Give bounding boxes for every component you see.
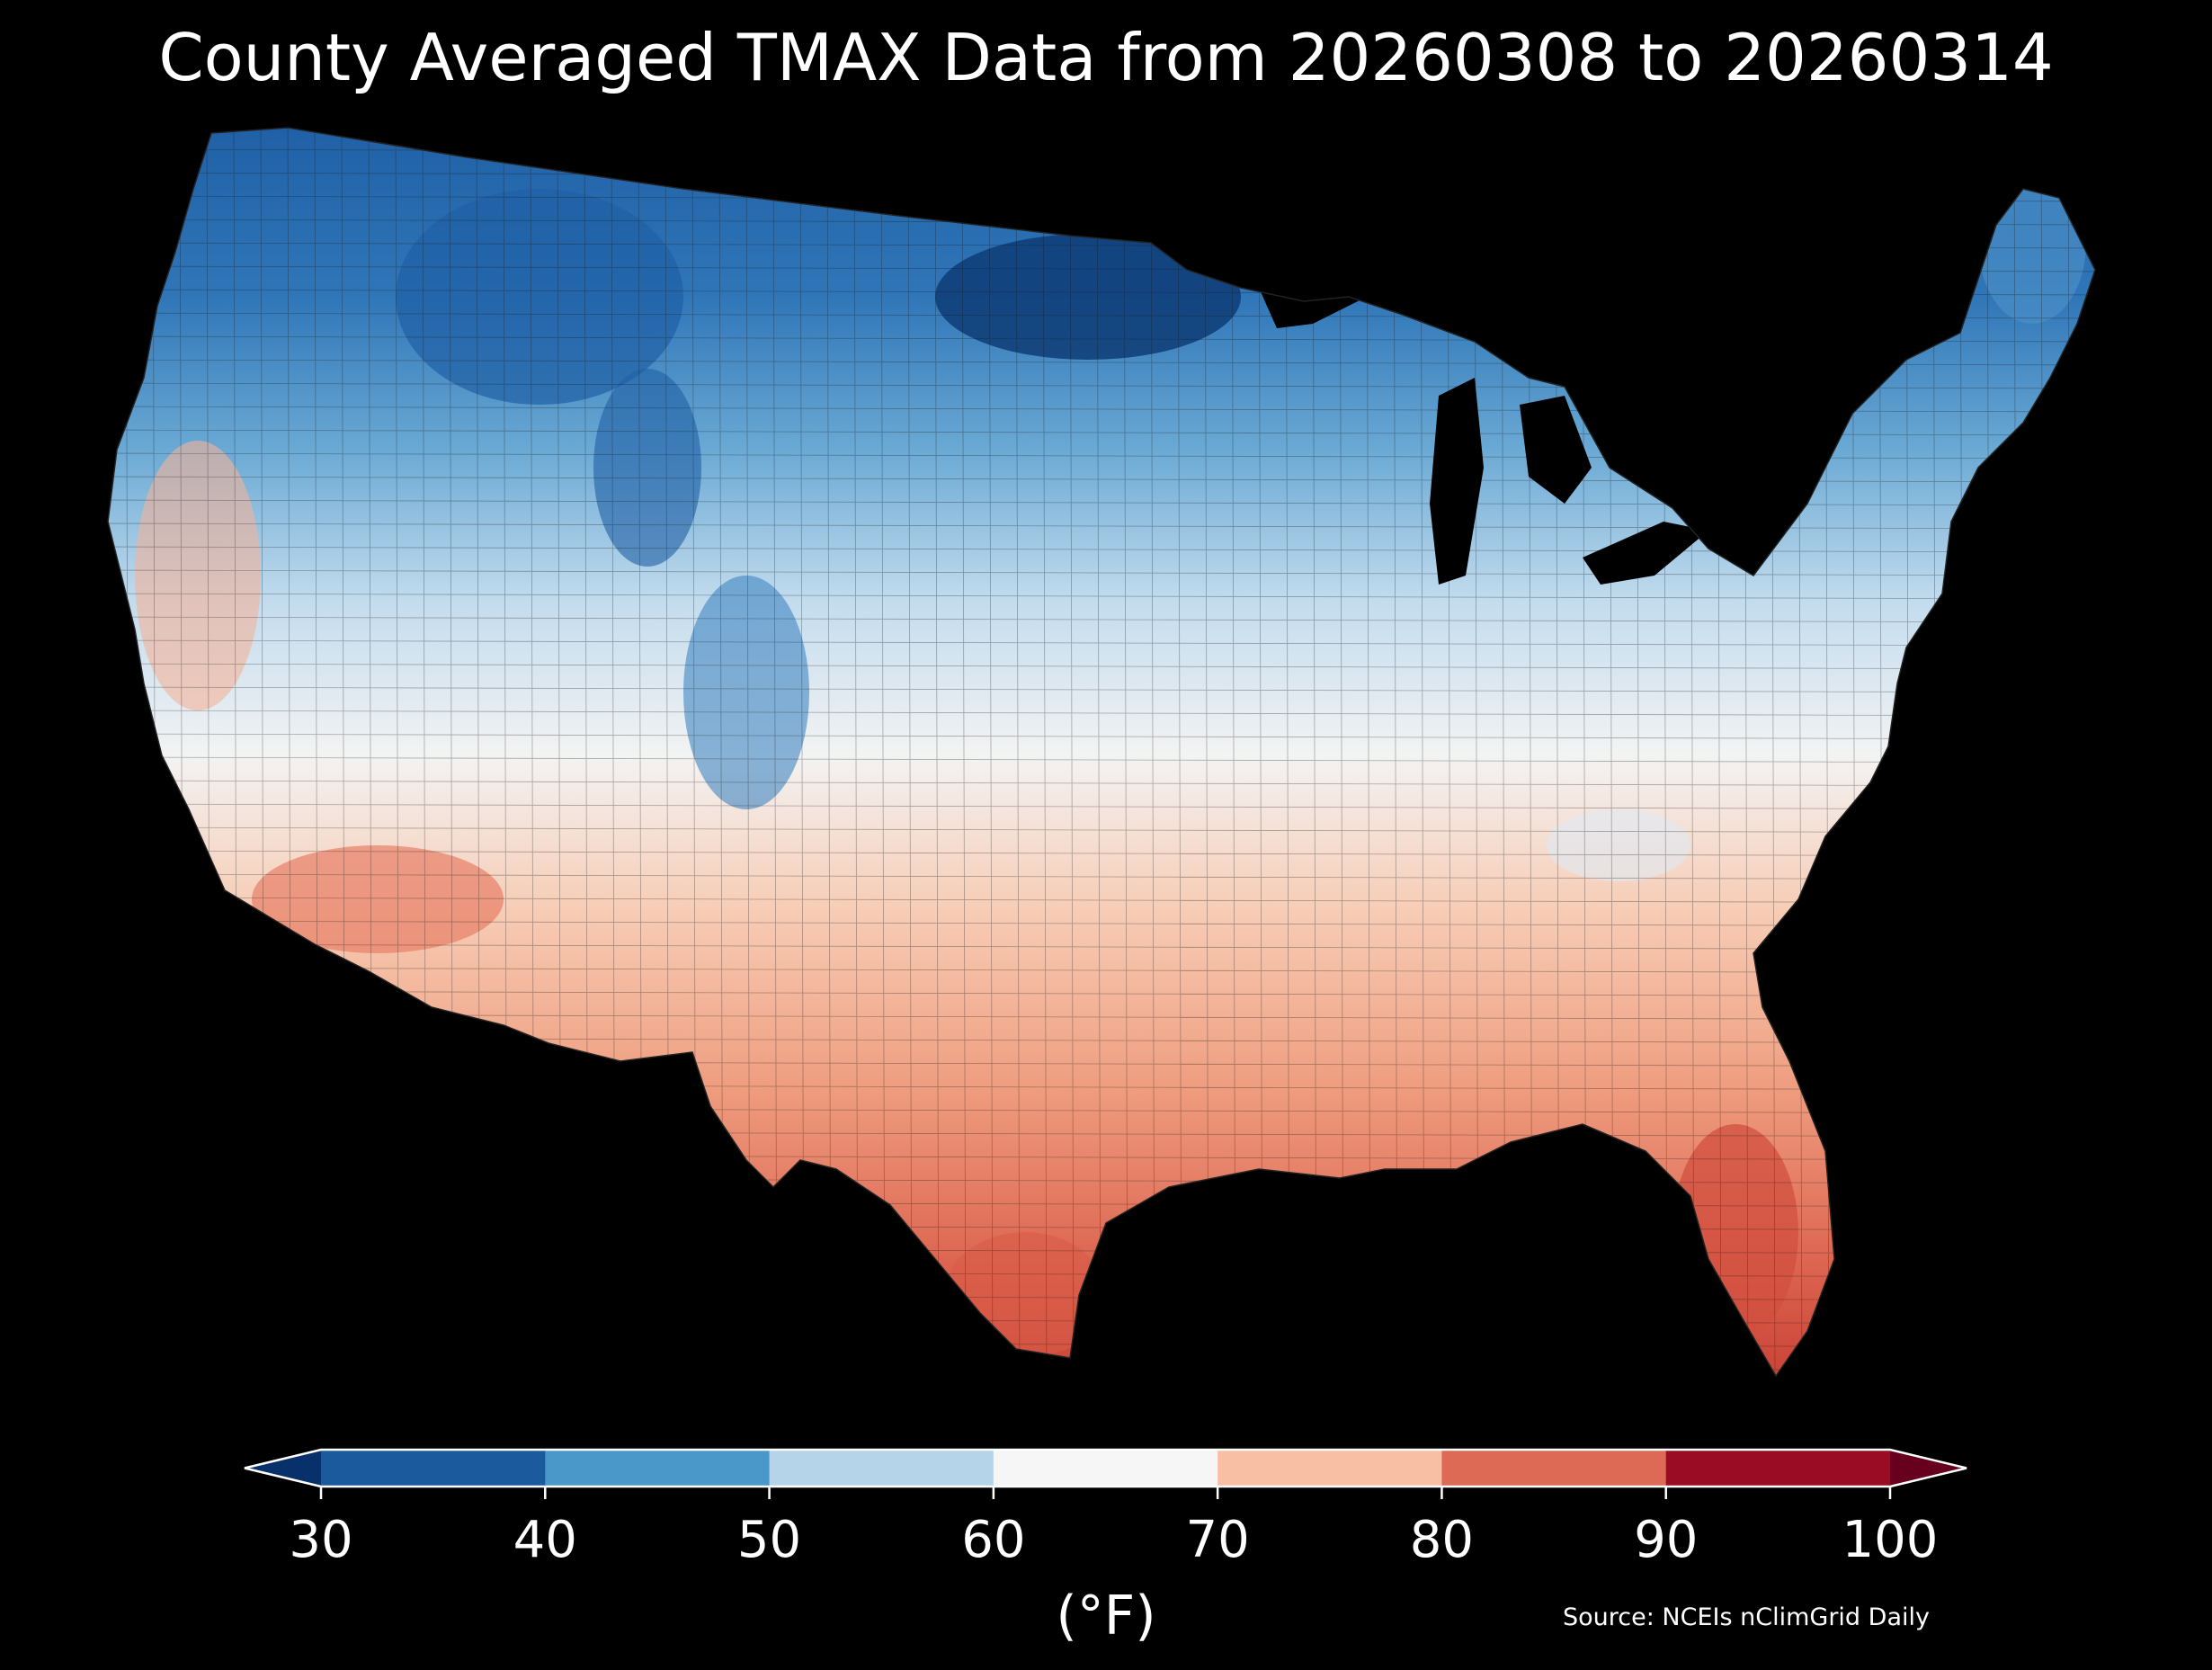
colorbar-tick-label: 30 [289, 1511, 353, 1569]
colorbar-tick-label: 80 [1409, 1511, 1475, 1569]
colorbar-bin-70-80 [1217, 1450, 1442, 1487]
colorbar-bin-60-70 [993, 1450, 1218, 1487]
colorbar-bin-40-50 [545, 1450, 771, 1487]
colorbar-tick-label: 40 [513, 1511, 577, 1569]
colorbar-tick-label: 100 [1842, 1511, 1939, 1569]
colorbar-bin-30-40 [321, 1450, 546, 1487]
colorbar-tick-label: 70 [1185, 1511, 1250, 1569]
source-note: Source: NCEIs nClimGrid Daily [1563, 1603, 1930, 1631]
great-lakes-shape [1259, 274, 1708, 585]
map-title: County Averaged TMAX Data from 20260308 … [158, 20, 2054, 95]
colorbar-unit-label: (°F) [1056, 1585, 1156, 1648]
colorbar-bin-90-100 [1665, 1450, 1891, 1487]
colorbar-extend-low [245, 1450, 321, 1487]
colorbar-bin-50-60 [769, 1450, 995, 1487]
us-outline [107, 127, 2096, 1378]
colorbar-extend-high [1890, 1450, 1967, 1487]
colorbar-tick-label: 60 [961, 1511, 1026, 1569]
colorbar-tick-label: 50 [736, 1511, 802, 1569]
colorbar-bin-80-90 [1441, 1450, 1667, 1487]
colorbar-tick-label: 90 [1634, 1511, 1699, 1569]
